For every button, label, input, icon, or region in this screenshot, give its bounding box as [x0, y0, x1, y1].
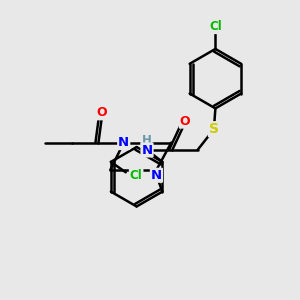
- Text: Cl: Cl: [130, 169, 142, 182]
- Text: Cl: Cl: [209, 20, 222, 33]
- Text: S: S: [209, 122, 219, 136]
- Text: N: N: [151, 169, 162, 182]
- Text: H: H: [142, 134, 152, 147]
- Text: N: N: [118, 136, 129, 149]
- Text: N: N: [142, 143, 153, 157]
- Text: O: O: [96, 106, 107, 119]
- Text: O: O: [180, 115, 190, 128]
